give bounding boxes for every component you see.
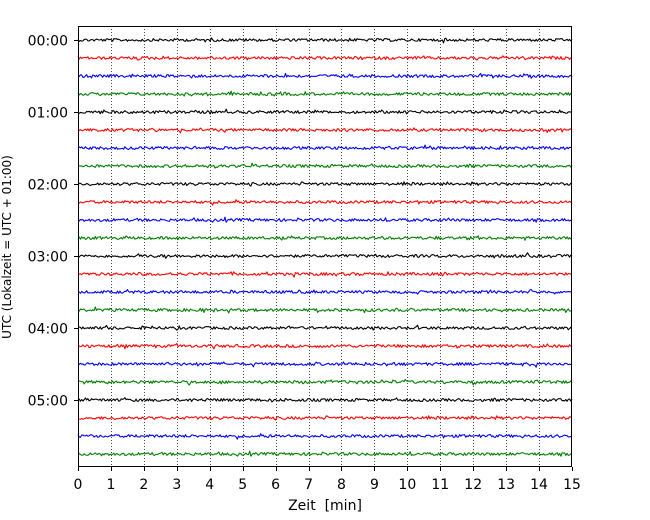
trace-line [77, 181, 573, 187]
trace-line [77, 306, 573, 314]
y-tick-label: 05:00 [28, 394, 68, 410]
x-axis-ticks: 0 1 2 3 4 5 6 7 8 9 10 11 12 13 14 15 [74, 467, 581, 493]
y-tick-label: 02:00 [28, 178, 68, 194]
trace-line [77, 324, 573, 331]
x-tick-label: 6 [271, 477, 280, 493]
trace-line [77, 127, 573, 134]
plot-frame [78, 26, 572, 467]
trace-line [77, 252, 573, 259]
trace-line [77, 450, 573, 457]
trace-line [77, 288, 573, 295]
trace-line [77, 55, 572, 61]
trace-line [77, 271, 573, 278]
x-tick-label: 0 [74, 477, 83, 493]
x-tick-label: 1 [106, 477, 115, 493]
x-axis-label: Zeit [min] [288, 498, 362, 514]
x-tick-label: 9 [370, 477, 379, 493]
trace-line [77, 37, 573, 44]
x-tick-label: 13 [497, 477, 515, 493]
trace-line [77, 144, 573, 150]
x-tick-label: 12 [464, 477, 482, 493]
trace-line [77, 415, 573, 421]
x-tick-label: 14 [530, 477, 548, 493]
x-tick-label: 8 [337, 477, 346, 493]
x-tick-label: 2 [139, 477, 148, 493]
x-tick-label: 15 [563, 477, 581, 493]
trace-line [77, 162, 573, 169]
x-tick-label: 11 [431, 477, 449, 493]
trace-line [77, 90, 573, 97]
x-tick-label: 10 [398, 477, 416, 493]
trace-line [77, 378, 573, 386]
x-tick-label: 3 [172, 477, 181, 493]
y-tick-label: 01:00 [28, 106, 68, 122]
x-tick-label: 4 [205, 477, 214, 493]
trace-line [77, 72, 573, 79]
y-tick-label: 04:00 [28, 322, 68, 338]
x-tick-label: 7 [304, 477, 313, 493]
trace-line [77, 235, 573, 241]
trace-line [77, 361, 573, 368]
trace-group [77, 37, 573, 457]
trace-line [77, 108, 573, 115]
trace-line [77, 397, 573, 403]
x-tick-label: 5 [238, 477, 247, 493]
trace-line [77, 433, 573, 440]
trace-line [77, 216, 573, 223]
trace-line [77, 199, 573, 206]
y-axis-label: UTC (Lokalzeit = UTC + 01:00) [0, 155, 14, 339]
trace-line [77, 342, 573, 350]
y-tick-label: 03:00 [28, 250, 68, 266]
y-tick-label: 00:00 [28, 34, 68, 50]
y-axis-ticks: 00:00 01:00 02:00 03:00 04:00 05:00 [28, 34, 78, 410]
